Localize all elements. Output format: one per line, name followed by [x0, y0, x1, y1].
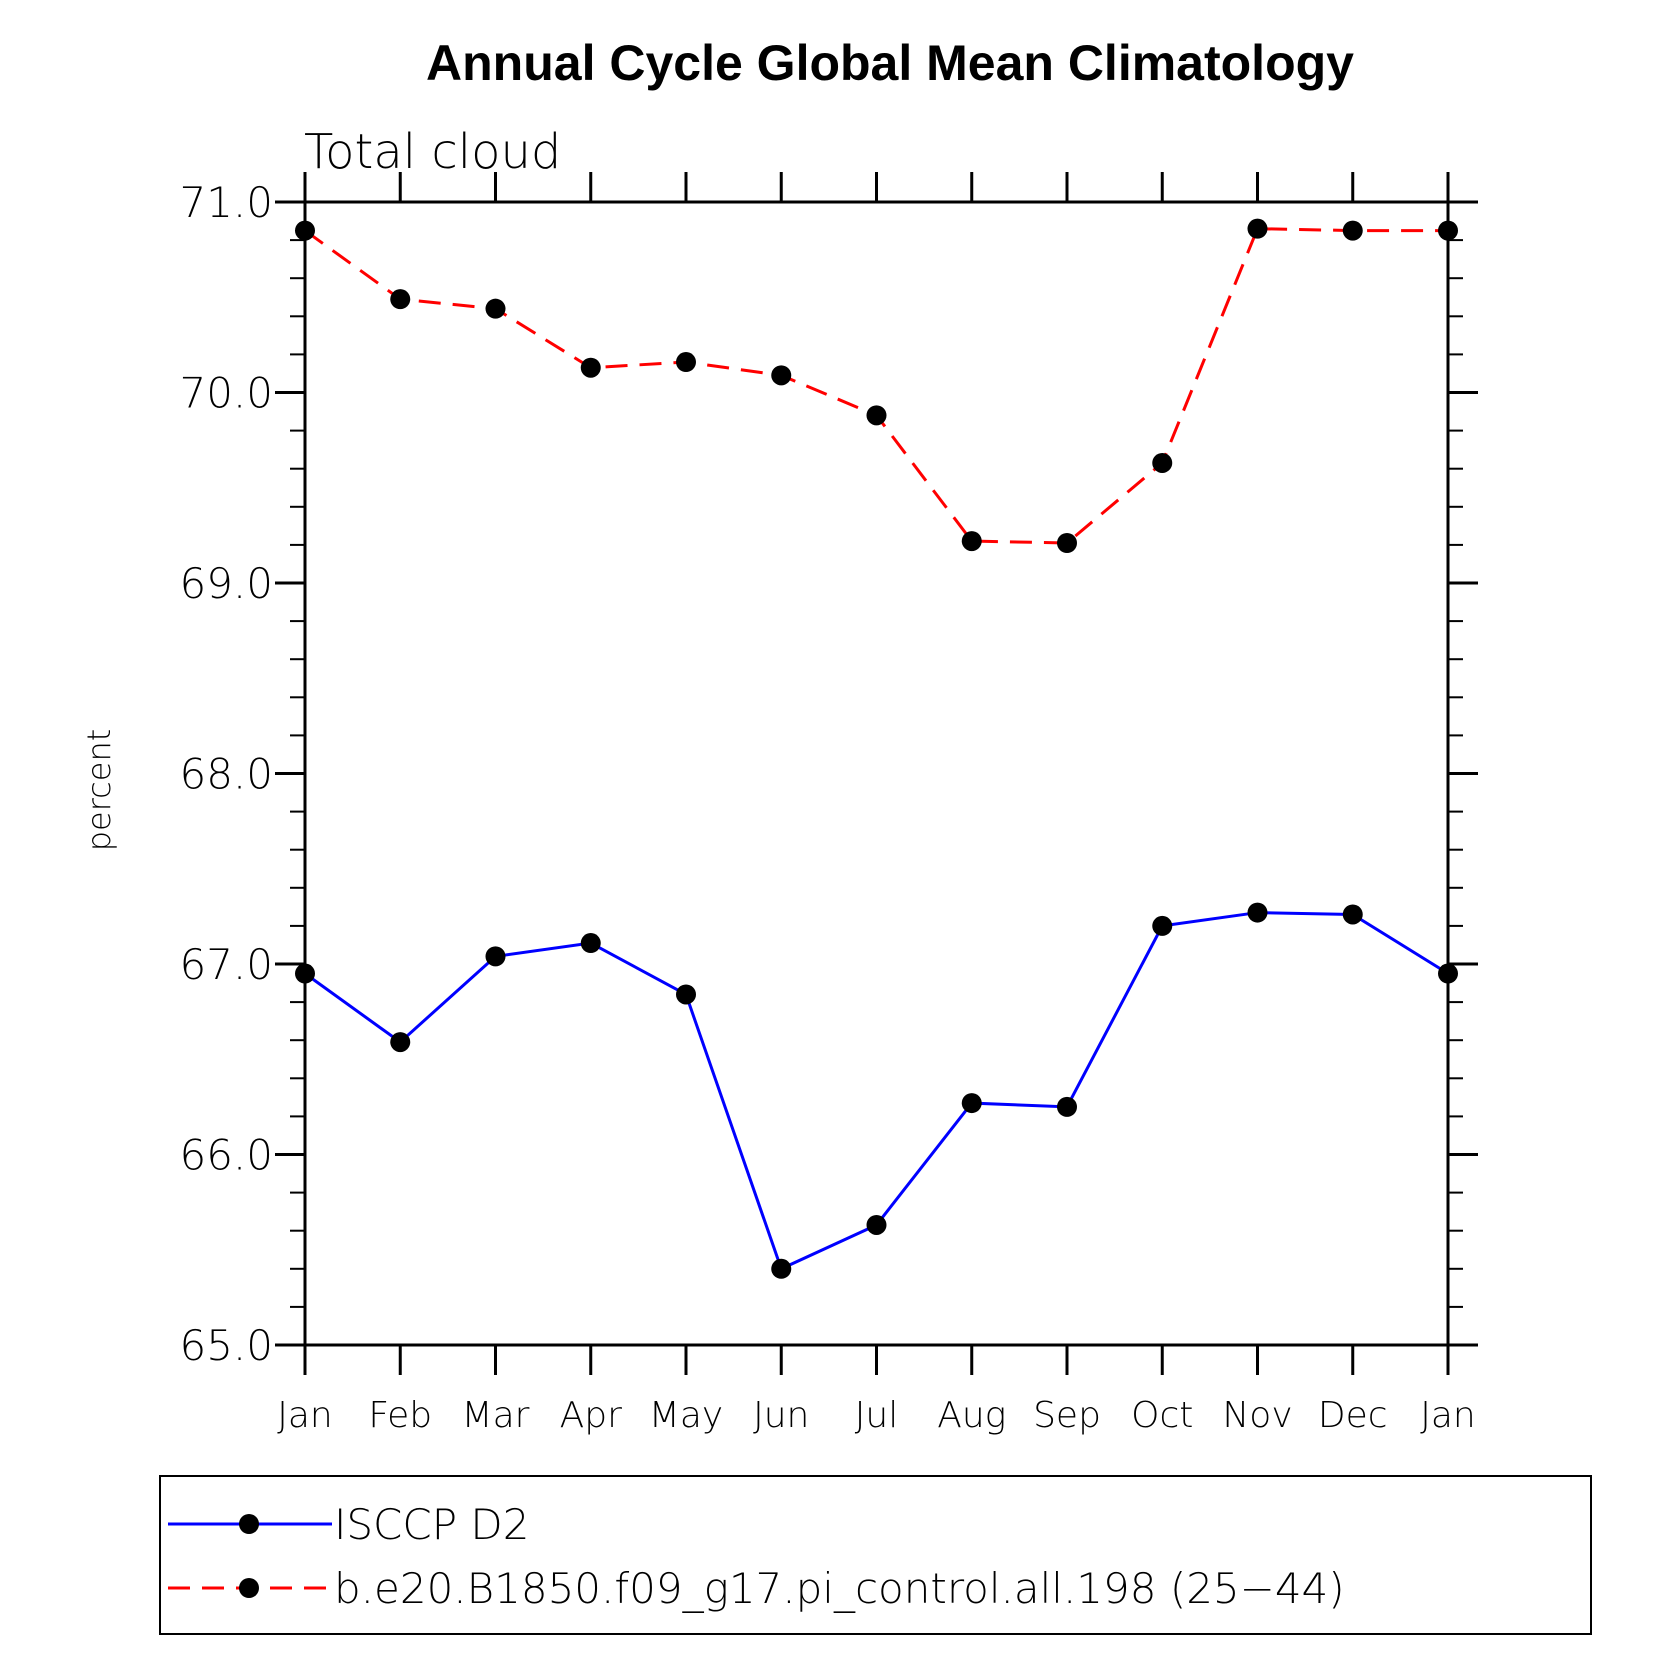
- y-axis-ticks: 65.0 66.0 67.0 68.0 69.0 70.0 71.0: [179, 178, 1478, 1370]
- plot-frame: [303, 200, 1450, 1347]
- chart-subtitle: Total cloud: [304, 124, 561, 180]
- series-0-point: [1152, 915, 1173, 936]
- series-1-point: [771, 365, 792, 386]
- series-1-point: [1152, 452, 1173, 473]
- series-0-point: [390, 1032, 411, 1053]
- y-tick-label: 66.0: [179, 1131, 273, 1180]
- series-1-point: [1247, 218, 1268, 239]
- x-tick-label: Mar: [462, 1395, 530, 1436]
- series-0-point: [1247, 902, 1268, 923]
- x-tick-label: Apr: [560, 1395, 622, 1436]
- y-tick-label: 67.0: [179, 940, 273, 989]
- series-0-point: [1438, 963, 1458, 984]
- x-tick-label: Dec: [1318, 1395, 1388, 1436]
- series-0-point: [295, 963, 315, 984]
- series-1-point: [390, 289, 411, 310]
- series-0-point: [961, 1093, 982, 1114]
- x-tick-label: Jun: [753, 1395, 809, 1436]
- x-tick-label: Jan: [1420, 1395, 1476, 1436]
- series-0-point: [866, 1214, 887, 1235]
- series-1-point: [580, 357, 601, 378]
- series-1-point: [295, 220, 315, 241]
- x-tick-label: Nov: [1222, 1395, 1292, 1436]
- series-0-point: [676, 984, 696, 1005]
- series-1-point: [1342, 220, 1363, 241]
- series-1-point: [1438, 220, 1458, 241]
- legend-marker-0: [239, 1514, 259, 1534]
- y-tick-label: 65.0: [179, 1321, 273, 1370]
- legend-label-0: ISCCP D2: [334, 1500, 529, 1549]
- legend-box: [159, 1475, 1592, 1635]
- series-0-point: [1057, 1096, 1077, 1117]
- x-axis-ticks: Jan Feb Mar Apr May Jun Jul Aug Sep Oct Nov Dec Jan: [277, 172, 1476, 1436]
- y-axis-label: percent: [80, 729, 118, 852]
- legend-label-1: b.e20.B1850.f09_g17.pi_control.all.198 (…: [334, 1564, 1345, 1613]
- legend-marker-1: [239, 1578, 259, 1598]
- series-0-point: [771, 1258, 792, 1279]
- x-tick-label: Jul: [855, 1395, 898, 1436]
- series-layer: [295, 218, 1458, 1279]
- series-1-point: [866, 405, 887, 426]
- series-0-point: [1342, 904, 1363, 925]
- x-tick-label: Oct: [1131, 1395, 1193, 1436]
- series-0-point: [485, 946, 506, 967]
- x-tick-label: Aug: [937, 1395, 1006, 1436]
- plot-border: [303, 200, 1450, 1347]
- x-tick-label: Sep: [1033, 1395, 1101, 1436]
- x-tick-label: Jan: [277, 1395, 333, 1436]
- series-line-1: [304, 227, 1448, 545]
- series-1-point: [1057, 532, 1077, 553]
- series-1-point: [485, 298, 506, 319]
- legend: ISCCP D2 b.e20.B1850.f09_g17.pi_control.a…: [159, 1475, 1592, 1635]
- series-1-point: [961, 531, 982, 552]
- y-tick-label: 68.0: [179, 750, 273, 799]
- series-0-point: [580, 933, 601, 954]
- chart-title: Annual Cycle Global Mean Climatology: [426, 35, 1354, 91]
- x-tick-label: May: [649, 1395, 723, 1436]
- y-tick-label: 70.0: [179, 369, 273, 418]
- series-1-point: [676, 352, 696, 373]
- y-tick-label: 69.0: [179, 559, 273, 608]
- x-tick-label: Feb: [368, 1395, 432, 1436]
- y-tick-label: 71.0: [179, 178, 273, 227]
